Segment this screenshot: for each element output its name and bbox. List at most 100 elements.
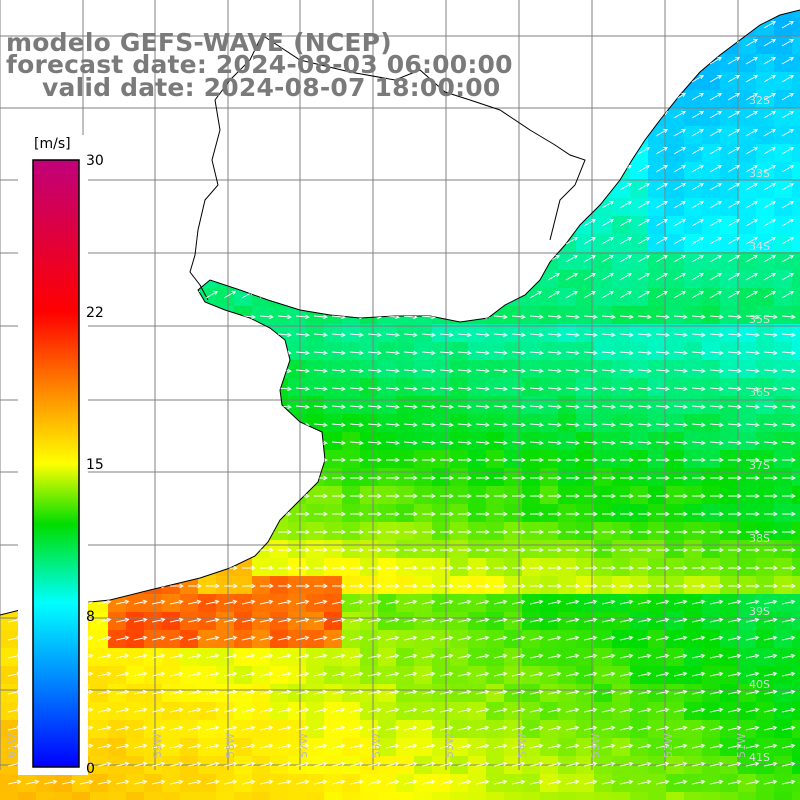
wind-cell — [378, 504, 397, 523]
wind-cell — [450, 378, 469, 397]
wind-cell — [162, 648, 181, 667]
wind-cell — [396, 342, 415, 361]
lon-label: 61W — [5, 733, 18, 758]
wind-cell — [54, 666, 73, 685]
wind-cell — [270, 774, 289, 793]
lon-label: 51W — [735, 733, 748, 758]
wind-cell — [720, 774, 739, 793]
wind-cell — [612, 432, 631, 451]
wind-cell — [432, 324, 451, 343]
wind-cell — [720, 684, 739, 703]
wind-cell — [54, 630, 73, 649]
wind-cell — [792, 414, 800, 433]
wind-cell — [702, 576, 721, 595]
wind-cell — [450, 576, 469, 595]
wind-cell — [234, 684, 253, 703]
wind-cell — [90, 666, 109, 685]
wind-cell — [414, 342, 433, 361]
wind-cell — [558, 594, 577, 613]
wind-cell — [684, 792, 703, 800]
wind-cell — [648, 504, 667, 523]
wind-cell — [468, 612, 487, 631]
wind-cell — [684, 522, 703, 541]
wind-cell — [684, 630, 703, 649]
wind-cell — [738, 342, 757, 361]
wind-cell — [270, 738, 289, 757]
wind-cell — [720, 342, 739, 361]
wind-cell — [288, 342, 307, 361]
wind-cell — [378, 396, 397, 415]
wind-cell — [414, 414, 433, 433]
wind-cell — [234, 612, 253, 631]
wind-cell — [18, 702, 37, 721]
wind-cell — [594, 648, 613, 667]
wind-cell — [594, 360, 613, 379]
wind-cell — [18, 684, 37, 703]
wind-cell — [90, 684, 109, 703]
wind-cell — [666, 612, 685, 631]
wind-cell — [702, 630, 721, 649]
wind-cell — [648, 432, 667, 451]
wind-cell — [450, 396, 469, 415]
wind-cell — [702, 684, 721, 703]
wind-cell — [270, 648, 289, 667]
wind-cell — [342, 396, 361, 415]
wind-cell — [486, 684, 505, 703]
wind-cell — [684, 360, 703, 379]
wind-cell — [378, 342, 397, 361]
wind-cell — [558, 432, 577, 451]
wind-cell — [18, 738, 37, 757]
wind-cell — [396, 630, 415, 649]
wind-cell — [414, 576, 433, 595]
wind-cell — [360, 522, 379, 541]
wind-cell — [504, 522, 523, 541]
wind-cell — [54, 738, 73, 757]
wind-cell — [486, 738, 505, 757]
wind-cell — [216, 666, 235, 685]
wind-cell — [792, 378, 800, 397]
wind-cell — [540, 558, 559, 577]
wind-cell — [684, 324, 703, 343]
wind-cell — [396, 324, 415, 343]
wind-cell — [594, 324, 613, 343]
wind-cell — [720, 612, 739, 631]
wind-cell — [612, 468, 631, 487]
wind-cell — [342, 414, 361, 433]
wind-cell — [738, 558, 757, 577]
wind-cell — [414, 558, 433, 577]
wind-cell — [792, 180, 800, 199]
wind-cell — [558, 576, 577, 595]
wind-cell — [162, 630, 181, 649]
wind-cell — [504, 540, 523, 559]
wind-cell — [774, 468, 793, 487]
wind-cell — [558, 684, 577, 703]
wind-cell — [396, 792, 415, 800]
wind-cell — [414, 594, 433, 613]
wind-cell — [630, 540, 649, 559]
wind-cell — [792, 612, 800, 631]
wind-cell — [684, 342, 703, 361]
wind-cell — [108, 792, 127, 800]
wind-cell — [648, 396, 667, 415]
wind-cell — [378, 540, 397, 559]
wind-cell — [288, 648, 307, 667]
wind-cell — [558, 396, 577, 415]
wind-cell — [756, 342, 775, 361]
wind-cell — [594, 396, 613, 415]
wind-cell — [648, 594, 667, 613]
wind-cell — [360, 648, 379, 667]
wind-cell — [342, 648, 361, 667]
wind-cell — [288, 522, 307, 541]
wind-cell — [558, 342, 577, 361]
wind-cell — [432, 612, 451, 631]
wind-cell — [774, 504, 793, 523]
wind-cell — [540, 342, 559, 361]
wind-cell — [558, 738, 577, 757]
wind-cell — [72, 702, 91, 721]
wind-cell — [108, 666, 127, 685]
wind-cell — [414, 540, 433, 559]
wind-cell — [396, 720, 415, 739]
wind-cell — [216, 630, 235, 649]
wind-cell — [360, 702, 379, 721]
